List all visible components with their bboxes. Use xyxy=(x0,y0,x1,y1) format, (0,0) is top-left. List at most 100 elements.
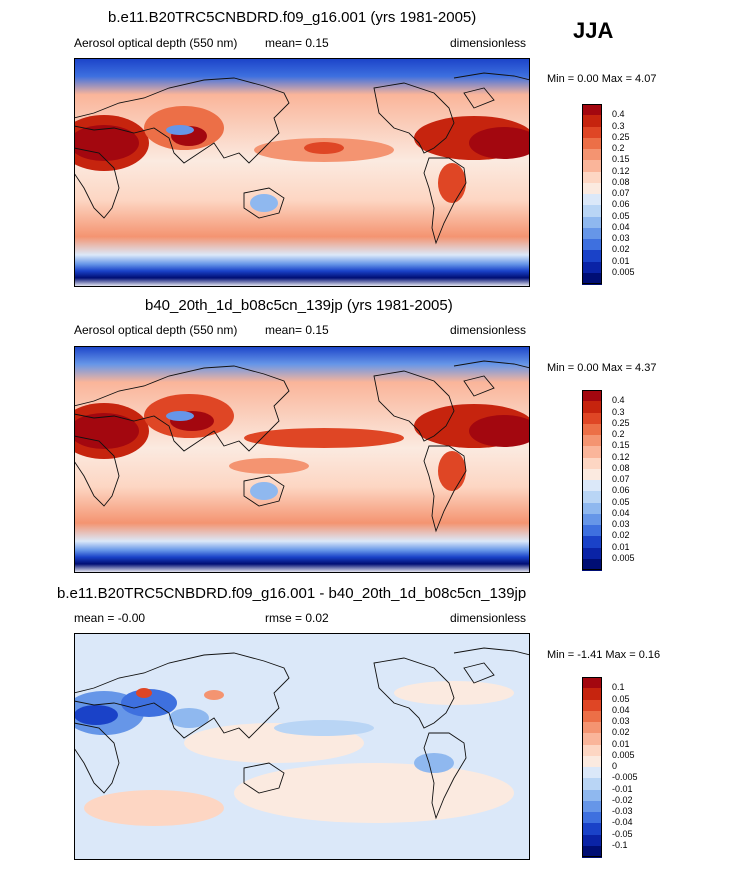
panel3-rmse: rmse = 0.02 xyxy=(265,611,329,625)
panel1-mean: mean= 0.15 xyxy=(265,36,329,50)
panel3-colorbar-swatch xyxy=(582,834,602,847)
panel1-colorbar-tick-label: 0.04 xyxy=(612,221,630,232)
panel2-colorbar-swatch xyxy=(582,435,602,447)
panel3-colorbar-swatch xyxy=(582,722,602,734)
panel3-colorbar-swatch xyxy=(582,744,602,757)
panel3-colorbar-tick-label: 0.05 xyxy=(612,693,630,704)
panel1-colorbar-swatch xyxy=(582,216,602,229)
panel2-colorbar-swatch xyxy=(582,558,602,571)
panel2-colorbar-tick-label: 0.3 xyxy=(612,406,625,417)
panel1-minmax: Min = 0.00 Max = 4.07 xyxy=(547,73,657,85)
panel2-colorbar-swatch xyxy=(582,547,602,560)
panel1-colorbar-swatch xyxy=(582,137,602,150)
panel2-units: dimensionless xyxy=(450,323,527,337)
panel2-colorbar-border xyxy=(582,390,602,570)
panel3-map xyxy=(74,633,530,860)
panel3-colorbar-swatch xyxy=(582,812,602,824)
panel1-colorbar-swatch xyxy=(582,160,602,172)
panel2-colorbar-tick-label: 0.4 xyxy=(612,395,625,406)
panel2-colorbar-swatch xyxy=(582,446,602,458)
panel3-colorbar-swatch xyxy=(582,800,602,813)
panel3-colorbar-swatch xyxy=(582,845,602,858)
panel2-colorbar-tick-label: 0.25 xyxy=(612,417,630,428)
panel2-colorbar-swatch xyxy=(582,480,602,492)
panel3-colorbar-swatch xyxy=(582,755,602,768)
panel3-colorbar-swatch xyxy=(582,789,602,802)
panel2-colorbar-swatch xyxy=(582,536,602,548)
panel1-colorbar-tick-label: 0.4 xyxy=(612,109,625,120)
panel3-colorbar-tick-label: -0.005 xyxy=(612,772,638,783)
panel1-colorbar-tick-label: 0.06 xyxy=(612,199,630,210)
panel3-colorbar-swatch xyxy=(582,778,602,790)
panel3-colorbar-tick-label: 0.03 xyxy=(612,716,630,726)
panel3-title: b.e11.B20TRC5CNBDRD.f09_g16.001 - b40_20… xyxy=(57,585,527,602)
panel1-colorbar-tick-label: 0.3 xyxy=(612,120,625,131)
panel3-colorbar-border xyxy=(582,677,602,857)
panel3-mean: mean = -0.00 xyxy=(74,611,146,625)
panel1-colorbar-swatch xyxy=(582,104,602,116)
panel1-colorbar-tick-label: 0.03 xyxy=(612,233,630,243)
panel2-minmax: Min = 0.00 Max = 4.37 xyxy=(547,362,657,374)
panel3-colorbar-swatch xyxy=(582,699,602,712)
panel3-colorbar-tick-label: 0.04 xyxy=(612,704,630,715)
panel1-colorbar-tick-label: 0.12 xyxy=(612,165,630,176)
panel3-colorbar-tick-label: 0.005 xyxy=(612,749,635,760)
panel1-colorbar-swatch xyxy=(582,227,602,240)
panel3-colorbar-tick-label: 0.01 xyxy=(612,738,630,749)
panel2-colorbar-swatch xyxy=(582,468,602,481)
panel2-colorbar-swatch xyxy=(582,525,602,537)
panel1-colorbar-tick-label: 0.25 xyxy=(612,131,630,142)
panel2-colorbar-tick-label: 0.02 xyxy=(612,530,630,541)
panel3-colorbar-tick-label: 0 xyxy=(612,761,618,771)
panel1-colorbar-tick-label: 0.02 xyxy=(612,244,630,255)
panel1-colorbar-swatch xyxy=(582,126,602,139)
panel3-colorbar-swatch xyxy=(582,688,602,700)
panel3-colorbar-swatch xyxy=(582,710,602,723)
panel3-colorbar-tick-label: -0.04 xyxy=(612,817,633,828)
panel2-title: b40_20th_1d_b08c5cn_139jp (yrs 1981-2005… xyxy=(145,297,453,314)
panel1-colorbar-swatch xyxy=(582,182,602,195)
panel1-colorbar-border xyxy=(582,104,602,284)
panel3-units: dimensionless xyxy=(450,611,527,625)
panel2-colorbar-tick-label: 0.08 xyxy=(612,462,630,473)
panel3-colorbar-tick-label: -0.02 xyxy=(612,794,633,805)
panel1-map-svg xyxy=(74,58,530,287)
panel2-map xyxy=(74,346,530,573)
panel3-colorbar-tick-label: -0.01 xyxy=(612,783,633,794)
panel3-colorbar-swatch xyxy=(582,733,602,745)
panel1-colorbar-swatch xyxy=(582,205,602,217)
panel2-colorbar-tick-label: 0.03 xyxy=(612,519,630,529)
panel1-units: dimensionless xyxy=(450,36,527,50)
panel1-colorbar-tick-label: 0.08 xyxy=(612,176,630,187)
panel1-colorbar-swatch xyxy=(582,194,602,206)
panel2-colorbar-swatch xyxy=(582,423,602,436)
panel2-colorbar-swatch xyxy=(582,502,602,515)
panel2-colorbar-tick-label: 0.06 xyxy=(612,485,630,496)
panel3-colorbar-swatch xyxy=(582,677,602,689)
panel2-colorbar-tick-label: 0.04 xyxy=(612,507,630,518)
panel1-colorbar-swatch xyxy=(582,261,602,274)
panel2-colorbar-swatch xyxy=(582,412,602,425)
panel1-variable: Aerosol optical depth (550 nm) xyxy=(74,36,238,50)
panel1-title: b.e11.B20TRC5CNBDRD.f09_g16.001 (yrs 198… xyxy=(108,9,477,26)
panel2-map-svg xyxy=(74,346,530,573)
panel3-map-svg xyxy=(74,633,530,860)
panel2-colorbar-tick-label: 0.05 xyxy=(612,496,630,507)
panel3-minmax: Min = -1.41 Max = 0.16 xyxy=(547,649,661,661)
panel1-colorbar-swatch xyxy=(582,149,602,161)
panel2-variable: Aerosol optical depth (550 nm) xyxy=(74,323,238,337)
panel3-colorbar-tick-label: 0.1 xyxy=(612,682,625,693)
panel2-mean: mean= 0.15 xyxy=(265,323,329,337)
panel2-colorbar-tick-label: 0.07 xyxy=(612,474,630,484)
panel2-colorbar-swatch xyxy=(582,390,602,402)
panel2-colorbar-swatch xyxy=(582,491,602,503)
panel1-colorbar-swatch xyxy=(582,272,602,285)
panel2-colorbar-tick-label: 0.2 xyxy=(612,429,625,439)
panel2-colorbar-tick-label: 0.01 xyxy=(612,541,630,552)
panel1-colorbar-tick-label: 0.005 xyxy=(612,266,635,277)
panel3-colorbar-swatch xyxy=(582,767,602,779)
panel1-colorbar-swatch xyxy=(582,115,602,127)
panel2-colorbar-swatch xyxy=(582,401,602,413)
panel2-colorbar-swatch xyxy=(582,513,602,526)
panel2-colorbar: 0.4 0.3 0.25 0.2 0.15 0.12 0.08 0.07 0.06 0.05 0.0… xyxy=(582,390,662,571)
